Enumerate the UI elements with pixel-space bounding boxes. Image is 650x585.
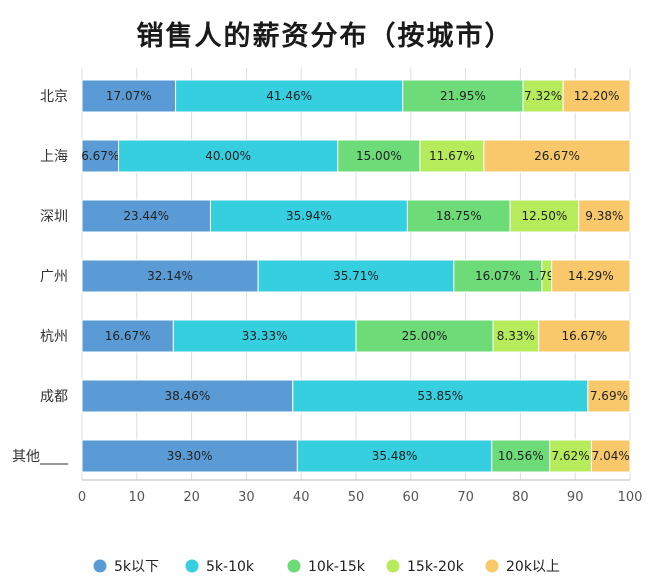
data-label: 6.67% bbox=[81, 149, 119, 163]
bar-segment bbox=[172, 319, 357, 353]
bar-segment bbox=[81, 79, 177, 113]
legend-label: 5k-10k bbox=[206, 559, 255, 575]
bar-segment bbox=[419, 139, 485, 173]
legend-label: 5k以下 bbox=[114, 559, 159, 575]
data-label: 21.95% bbox=[440, 89, 486, 103]
x-tick-label: 60 bbox=[403, 490, 420, 505]
x-axis-ticks: 0 10 20 30 40 50 60 70 80 90 100 bbox=[78, 490, 643, 505]
data-label: 10.56% bbox=[498, 449, 544, 463]
data-label: 9.38% bbox=[585, 209, 623, 223]
data-label: 39.30% bbox=[167, 449, 213, 463]
x-tick-label: 50 bbox=[348, 490, 365, 505]
bar-segment bbox=[257, 259, 455, 293]
bar-segment bbox=[81, 319, 174, 353]
x-tick-label: 20 bbox=[183, 490, 200, 505]
data-label: 35.94% bbox=[286, 209, 332, 223]
data-label: 11.67% bbox=[429, 149, 475, 163]
data-label: 25.00% bbox=[402, 329, 448, 343]
x-tick-label: 90 bbox=[567, 490, 584, 505]
legend-marker bbox=[93, 559, 107, 573]
legend-label: 10k-15k bbox=[308, 559, 366, 575]
bar-segment bbox=[551, 259, 631, 293]
x-tick-label: 0 bbox=[78, 490, 86, 505]
bar-segment bbox=[81, 379, 294, 413]
bar-segment bbox=[538, 319, 631, 353]
data-label: 7.62% bbox=[551, 449, 589, 463]
x-tick-label: 100 bbox=[618, 490, 643, 505]
bar-segment bbox=[590, 439, 631, 473]
legend-marker bbox=[287, 559, 301, 573]
x-tick-label: 40 bbox=[293, 490, 310, 505]
data-label: 41.46% bbox=[266, 89, 312, 103]
x-tick-label: 30 bbox=[238, 490, 255, 505]
bar-segment bbox=[492, 319, 540, 353]
data-label: 14.29% bbox=[568, 269, 614, 283]
data-label: 35.71% bbox=[333, 269, 379, 283]
category-label: 成都 bbox=[40, 389, 68, 405]
data-label: 40.00% bbox=[205, 149, 251, 163]
bar-group: 17.07% 41.46% 21.95% 7.32% 12.20% 6.67% 40.00%… bbox=[81, 79, 631, 473]
category-label: 广州 bbox=[40, 269, 68, 285]
chart-title: 销售人的薪资分布（按城市） bbox=[136, 21, 514, 52]
legend-label: 15k-20k bbox=[407, 559, 465, 575]
bar-segment bbox=[562, 79, 631, 113]
data-label: 12.50% bbox=[522, 209, 568, 223]
data-label: 7.04% bbox=[592, 449, 630, 463]
category-label: 杭州 bbox=[40, 329, 68, 345]
bar-segment bbox=[453, 259, 543, 293]
bar-segment bbox=[337, 139, 421, 173]
data-label: 38.46% bbox=[164, 389, 210, 403]
data-label: 16.67% bbox=[561, 329, 607, 343]
bar-segment bbox=[587, 379, 631, 413]
bar-segment bbox=[578, 199, 631, 233]
legend-marker bbox=[185, 559, 199, 573]
legend-label: 20k以上 bbox=[506, 559, 560, 575]
x-tick-label: 70 bbox=[457, 490, 474, 505]
data-label: 17.07% bbox=[106, 89, 152, 103]
category-label: 上海 bbox=[40, 149, 68, 165]
data-label: 53.85% bbox=[417, 389, 463, 403]
legend-marker bbox=[386, 559, 400, 573]
x-tick-label: 10 bbox=[129, 490, 146, 505]
data-label: 16.07% bbox=[475, 269, 521, 283]
data-label: 12.20% bbox=[574, 89, 620, 103]
bar-segment bbox=[81, 139, 120, 173]
data-label: 16.67% bbox=[105, 329, 151, 343]
data-label: 23.44% bbox=[123, 209, 169, 223]
legend-marker bbox=[485, 559, 499, 573]
data-label: 26.67% bbox=[534, 149, 580, 163]
bar-segment bbox=[483, 139, 631, 173]
legend: 5k以下 5k-10k 10k-15k 15k-20k 20k以上 bbox=[93, 559, 560, 575]
data-label: 32.14% bbox=[147, 269, 193, 283]
bar-segment bbox=[292, 379, 589, 413]
x-tick-label: 80 bbox=[512, 490, 529, 505]
bar-segment bbox=[209, 199, 408, 233]
bar-segment bbox=[81, 199, 211, 233]
data-label: 7.69% bbox=[590, 389, 628, 403]
bar-segment bbox=[118, 139, 339, 173]
data-label: 33.33% bbox=[242, 329, 288, 343]
category-label: 其他____ bbox=[12, 449, 69, 465]
data-label: 15.00% bbox=[356, 149, 402, 163]
category-label: 深圳 bbox=[40, 209, 68, 225]
data-label: 18.75% bbox=[436, 209, 482, 223]
bar-segment bbox=[406, 199, 511, 233]
data-label: 8.33% bbox=[497, 329, 535, 343]
category-label: 北京 bbox=[40, 89, 68, 105]
bar-segment bbox=[81, 439, 298, 473]
data-label: 35.48% bbox=[372, 449, 418, 463]
data-label: 7.32% bbox=[524, 89, 562, 103]
bar-segment bbox=[509, 199, 580, 233]
bar-segment bbox=[549, 439, 592, 473]
